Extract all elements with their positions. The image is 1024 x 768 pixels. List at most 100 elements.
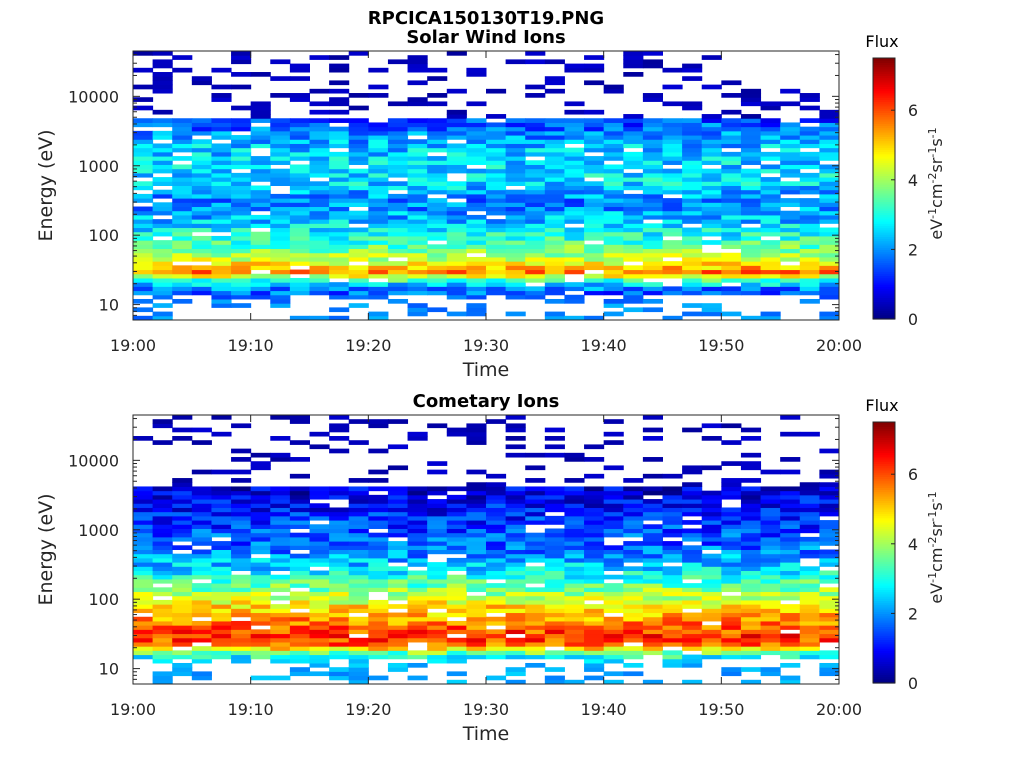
colorbar-unit-label: eV-1cm-2sr-1s-1 xyxy=(926,127,947,239)
spectrogram-cell xyxy=(172,608,193,614)
spectrogram-cell xyxy=(466,311,487,317)
spectrogram-cell xyxy=(505,164,526,170)
colorbar-step xyxy=(873,127,895,131)
spectrogram-cell xyxy=(231,55,252,60)
spectrogram-cell xyxy=(760,139,781,144)
spectrogram-cell xyxy=(446,625,467,630)
spectrogram-cell xyxy=(799,143,820,149)
colorbar-step xyxy=(873,286,895,290)
colorbar-step xyxy=(873,75,895,79)
spectrogram-cell xyxy=(642,223,663,229)
spectrogram-cell xyxy=(740,185,762,191)
spectrogram-cell xyxy=(584,457,605,462)
spectrogram-cell xyxy=(368,499,389,504)
spectrogram-cell xyxy=(721,210,742,216)
spectrogram-cell xyxy=(368,160,389,165)
spectrogram-cell xyxy=(721,612,742,618)
spectrogram-cell xyxy=(486,277,507,283)
spectrogram-cell xyxy=(427,549,448,555)
colorbar-step xyxy=(873,303,895,307)
spectrogram-cell xyxy=(584,473,605,479)
spectrogram-cell xyxy=(133,532,154,538)
spectrogram-cell xyxy=(701,494,722,500)
spectrogram-cell xyxy=(446,147,467,153)
spectrogram-cell xyxy=(799,494,820,500)
spectrogram-cell xyxy=(799,486,820,492)
spectrogram-cell xyxy=(211,599,232,605)
spectrogram-cell xyxy=(525,633,546,639)
spectrogram-cell xyxy=(289,557,310,563)
spectrogram-cell xyxy=(721,273,742,279)
spectrogram-cell xyxy=(642,473,663,479)
spectrogram-cell xyxy=(505,570,526,576)
spectrogram-cell xyxy=(133,549,154,555)
spectrogram-cell xyxy=(525,612,546,618)
spectrogram-cell xyxy=(309,574,330,580)
spectrogram-cell xyxy=(231,160,252,165)
spectrogram-cell xyxy=(740,235,762,241)
spectrogram-cell xyxy=(740,520,762,525)
spectrogram-cell xyxy=(329,214,350,220)
spectrogram-cell xyxy=(799,93,820,98)
spectrogram-cell xyxy=(819,541,839,546)
spectrogram-cell xyxy=(819,227,839,233)
spectrogram-cell xyxy=(152,650,173,656)
spectrogram-cell xyxy=(309,562,330,567)
spectrogram-cell xyxy=(505,415,526,420)
spectrogram-cell xyxy=(642,198,663,203)
spectrogram-cell xyxy=(486,654,507,660)
spectrogram-cell xyxy=(623,583,644,588)
spectrogram-cell xyxy=(466,202,487,208)
spectrogram-cell xyxy=(662,566,683,572)
colorbar-step xyxy=(873,242,895,246)
spectrogram-cell xyxy=(466,616,487,622)
spectrogram-cell xyxy=(427,583,448,588)
spectrogram-cell xyxy=(603,181,624,186)
spectrogram-cell xyxy=(133,214,154,220)
spectrogram-cell xyxy=(780,156,801,161)
spectrogram-cell xyxy=(721,536,742,542)
spectrogram-cell xyxy=(427,126,448,132)
spectrogram-cell xyxy=(133,147,154,153)
spectrogram-cell xyxy=(584,532,605,538)
spectrogram-cell xyxy=(329,202,350,208)
spectrogram-cell xyxy=(250,541,271,546)
spectrogram-cell xyxy=(525,608,546,614)
spectrogram-cell xyxy=(231,147,252,153)
spectrogram-cell xyxy=(505,219,526,224)
spectrogram-cell xyxy=(211,553,232,559)
spectrogram-cell xyxy=(505,151,526,157)
spectrogram-cell xyxy=(446,269,467,275)
spectrogram-cell xyxy=(584,248,605,254)
spectrogram-cell xyxy=(505,248,526,254)
spectrogram-cell xyxy=(525,261,546,266)
spectrogram-cell xyxy=(250,235,271,241)
spectrogram-cell xyxy=(270,562,291,567)
colorbar-step xyxy=(873,665,895,669)
spectrogram-cell xyxy=(211,84,232,90)
spectrogram-cell xyxy=(642,181,663,186)
spectrogram-cell xyxy=(172,273,193,279)
colorbar-step xyxy=(873,656,895,660)
spectrogram-cell xyxy=(564,151,585,157)
spectrogram-cell xyxy=(407,311,428,317)
spectrogram-cell xyxy=(231,277,252,283)
spectrogram-cell xyxy=(544,277,565,283)
spectrogram-cell xyxy=(544,528,565,534)
spectrogram-cell xyxy=(721,130,742,136)
spectrogram-cell xyxy=(348,231,369,237)
spectrogram-cell xyxy=(329,520,350,525)
colorbar-step xyxy=(873,73,895,76)
spectrogram-cell xyxy=(446,277,467,283)
spectrogram-cell xyxy=(191,524,212,529)
spectrogram-cell xyxy=(662,473,683,479)
spectrogram-cell xyxy=(603,608,624,614)
spectrogram-cell xyxy=(642,185,663,191)
spectrogram-cell xyxy=(231,214,252,220)
spectrogram-cell xyxy=(505,290,526,296)
spectrogram-cell xyxy=(642,164,663,170)
spectrogram-cell xyxy=(211,578,232,584)
spectrogram-cell xyxy=(740,206,762,212)
spectrogram-cell xyxy=(780,244,801,250)
spectrogram-cell xyxy=(152,549,173,555)
